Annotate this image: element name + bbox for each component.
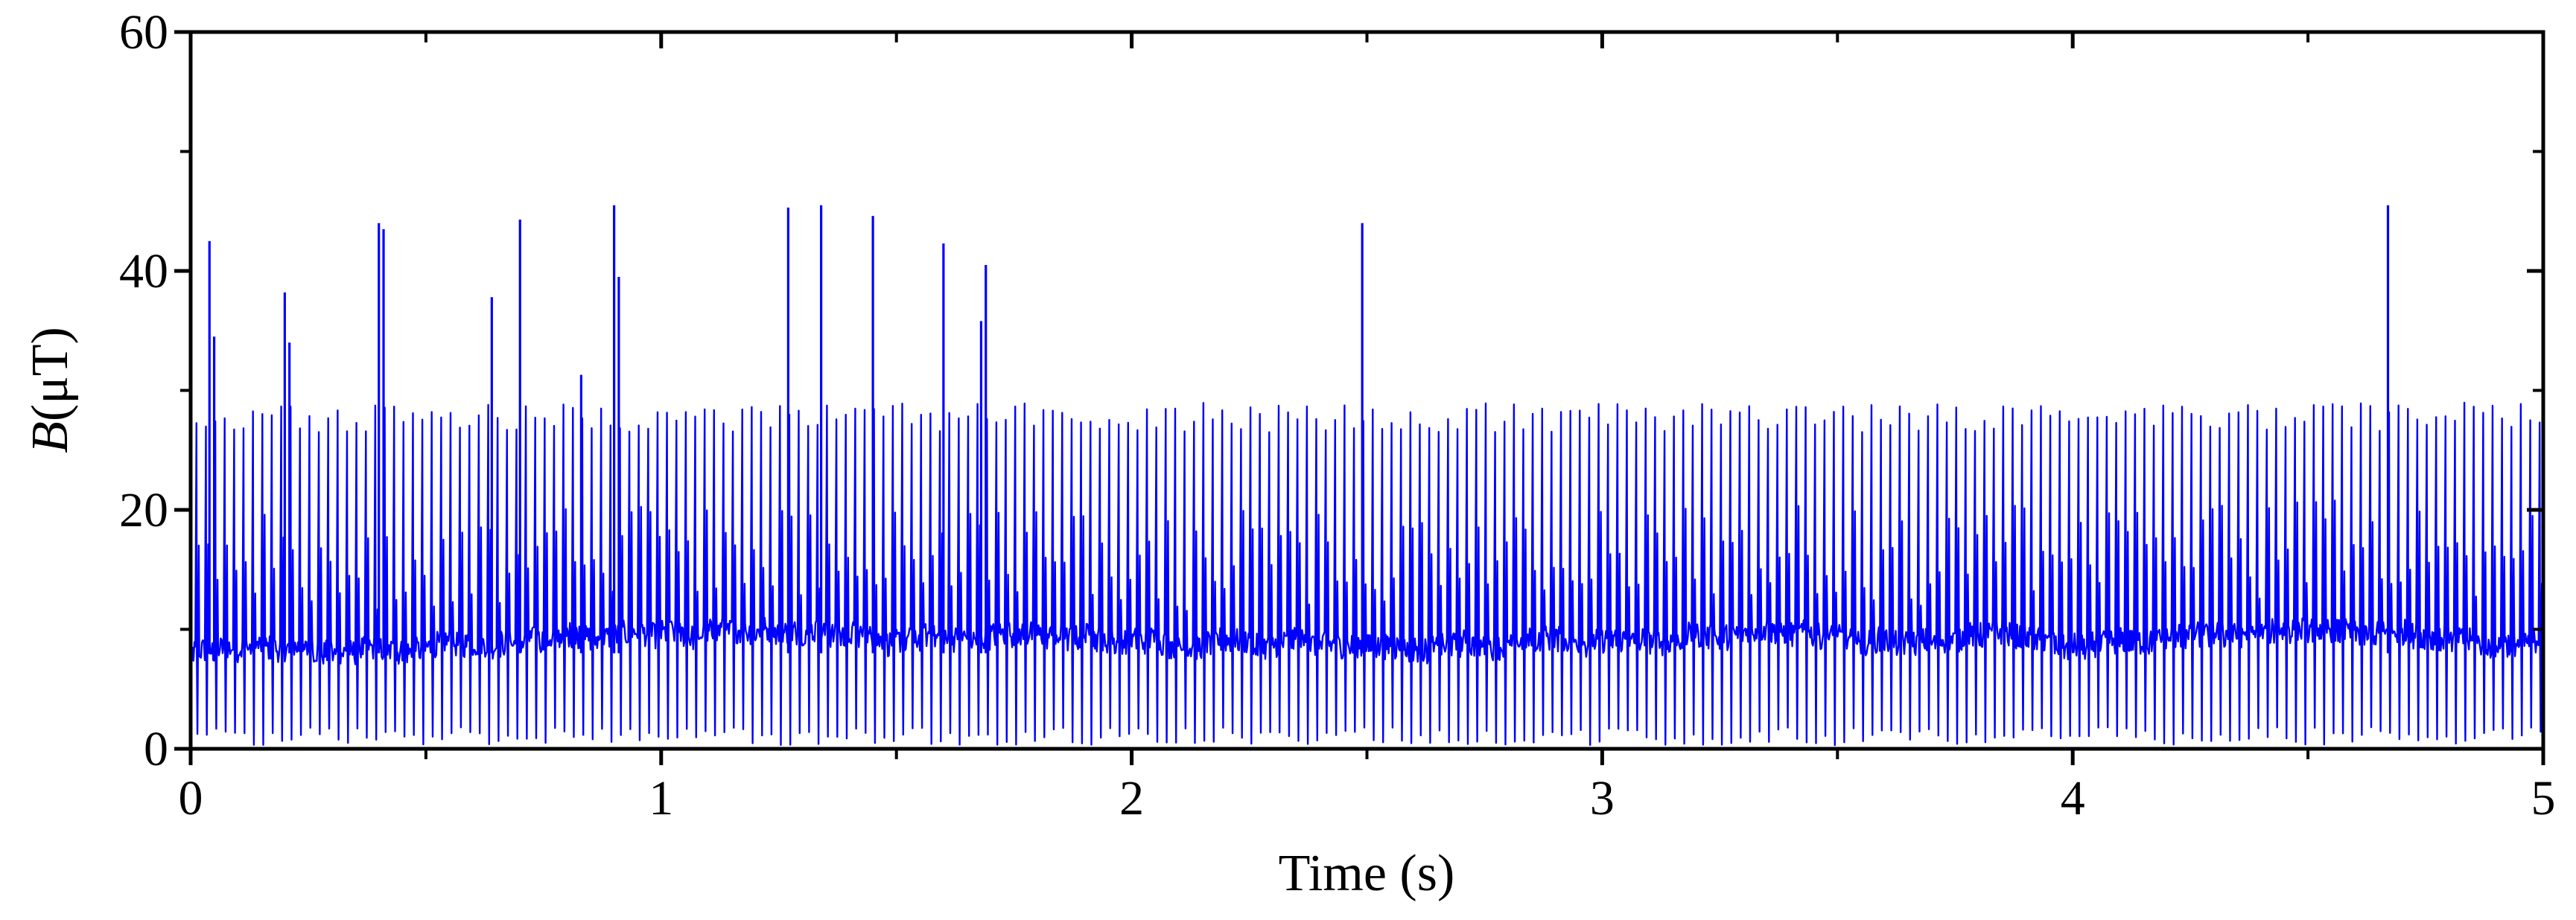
- series-line: [191, 401, 2543, 747]
- tick-labels-layer: 0 1 2 3 4 5 0 20 40 60: [119, 5, 2556, 825]
- ticks-layer: [174, 30, 2545, 765]
- y-tick-label: 20: [119, 483, 168, 537]
- y-axis-title-unit: (μT): [22, 327, 79, 421]
- x-tick-label: 3: [1590, 771, 1615, 825]
- x-tick-label: 5: [2531, 771, 2556, 825]
- x-tick-label: 2: [1119, 771, 1144, 825]
- x-tick-label: 1: [649, 771, 673, 825]
- spike-layer: [208, 205, 2390, 654]
- x-tick-label: 4: [2061, 771, 2085, 825]
- y-tick-label: 40: [119, 244, 168, 298]
- x-axis-title: Time (s): [1279, 845, 1455, 902]
- y-axis-title-symbol: B: [22, 421, 79, 453]
- series-layer: [191, 401, 2543, 747]
- y-axis-title: B(μT): [22, 327, 79, 453]
- x-tick-label: 0: [179, 771, 203, 825]
- y-tick-label: 0: [144, 722, 168, 776]
- y-tick-label: 60: [119, 5, 168, 60]
